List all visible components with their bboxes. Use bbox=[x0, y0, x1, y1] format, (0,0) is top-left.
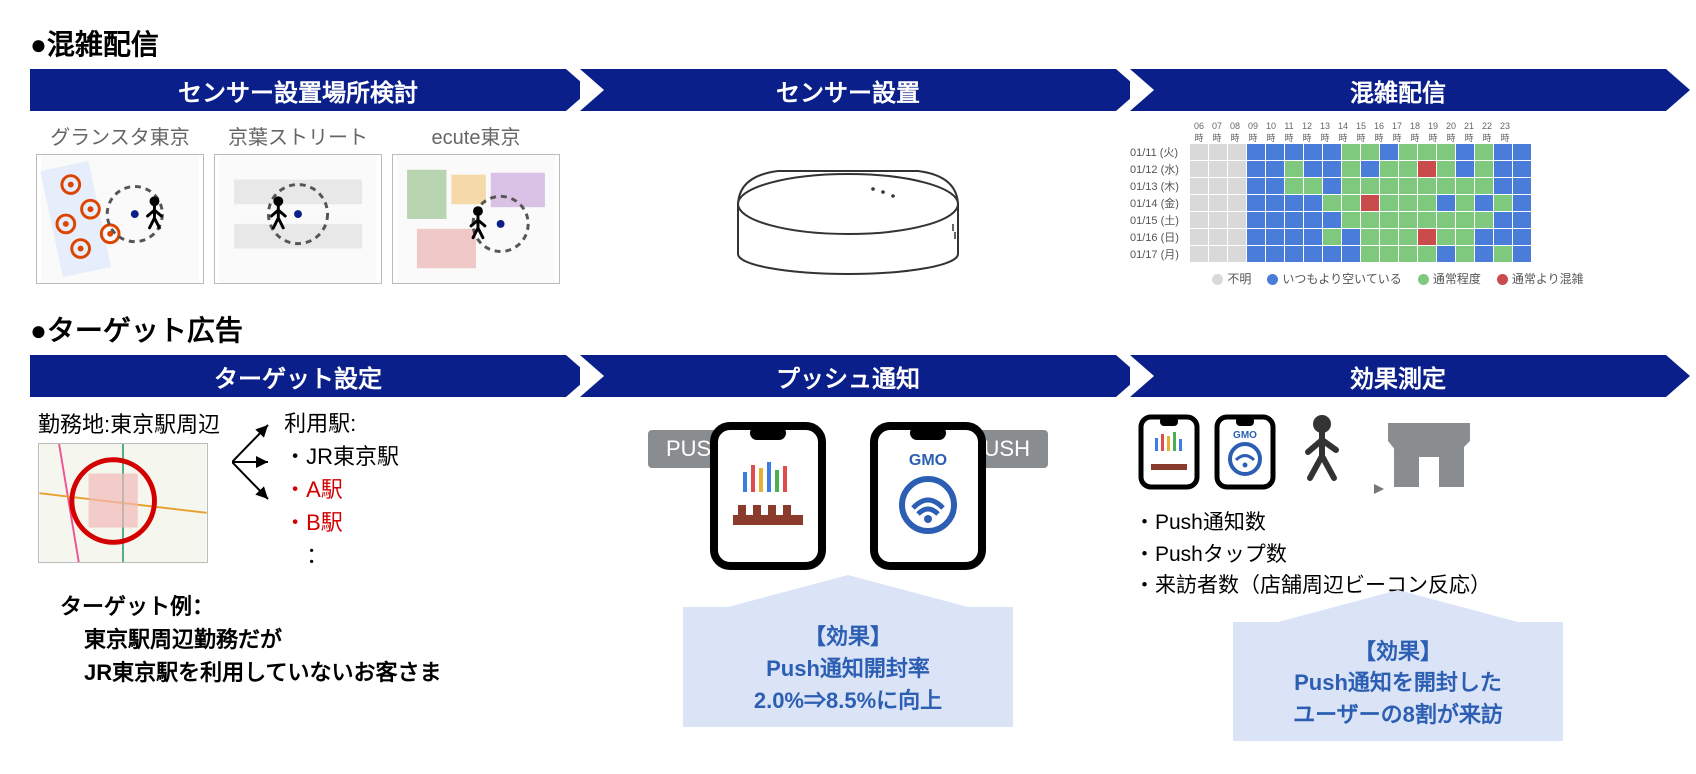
heatmap-row: 01/16 (日) bbox=[1130, 229, 1666, 245]
heatmap-row: 01/14 (金) bbox=[1130, 195, 1666, 211]
heatmap-row: 01/15 (土) bbox=[1130, 212, 1666, 228]
svg-text:GMO: GMO bbox=[1233, 430, 1257, 441]
section2-title: ●ターゲット広告 bbox=[30, 309, 1666, 349]
banner-target-setting: ターゲット設定 bbox=[30, 355, 566, 397]
banner-push: プッシュ通知 bbox=[580, 355, 1116, 397]
banner-sensor-location: センサー設置場所検討 bbox=[30, 69, 566, 111]
banner-congestion: 混雑配信 bbox=[1130, 69, 1666, 111]
heatmap-row: 01/17 (月) bbox=[1130, 246, 1666, 262]
map2-icon bbox=[214, 154, 382, 284]
map3-icon bbox=[392, 154, 560, 284]
store-icon bbox=[1374, 407, 1474, 497]
svg-text:GMO: GMO bbox=[909, 452, 947, 469]
phone-app-icon bbox=[708, 420, 828, 570]
section2-row: ターゲット設定 勤務地:東京駅周辺 bbox=[30, 355, 1666, 741]
arrows-icon bbox=[232, 407, 272, 517]
mini-phone-gmo-icon: GMO bbox=[1214, 414, 1276, 490]
stations-header: 利用駅: bbox=[284, 407, 399, 440]
heatmap-row: 01/13 (木) bbox=[1130, 178, 1666, 194]
person-walking-icon bbox=[1290, 412, 1360, 492]
section1-row: センサー設置場所検討 グランスタ東京 京葉ストリート bbox=[30, 69, 1666, 301]
sensor-device-icon bbox=[718, 136, 978, 286]
target-example: ターゲット例： 東京駅周辺勤務だが JR東京駅を利用していないお客さま bbox=[30, 590, 566, 689]
heatmap-panel: 06時07時08時09時10時11時12時13時14時15時16時17時18時1… bbox=[1130, 121, 1666, 301]
heatmap-row: 01/11 (火) bbox=[1130, 144, 1666, 160]
banner-sensor-install: センサー設置 bbox=[580, 69, 1116, 111]
work-label: 勤務地:東京駅周辺 bbox=[38, 407, 220, 439]
map2-label: 京葉ストリート bbox=[214, 121, 382, 150]
map1-label: グランスタ東京 bbox=[36, 121, 204, 150]
banner-measure: 効果測定 bbox=[1130, 355, 1666, 397]
heatmap-row: 01/12 (水) bbox=[1130, 161, 1666, 177]
map3-label: ecute東京 bbox=[392, 121, 560, 150]
phone-gmo-icon: GMO bbox=[868, 420, 988, 570]
sensor-device-panel bbox=[580, 121, 1116, 301]
target-panel: 勤務地:東京駅周辺 bbox=[30, 407, 566, 689]
effect-card-visit: 【効果】 Push通知を開封した ユーザーの8割が来訪 bbox=[1233, 622, 1563, 742]
maps-panel: グランスタ東京 京葉ストリート bbox=[30, 121, 566, 301]
phones-panel: PUSH PUSH GMO bbox=[580, 407, 1116, 587]
map1-icon bbox=[36, 154, 204, 284]
target-map-icon bbox=[38, 443, 208, 563]
mini-phone-app-icon bbox=[1138, 414, 1200, 490]
section1-title: ●混雑配信 bbox=[30, 23, 1666, 63]
metrics-panel: GMO ・Push通知数・Pushタップ数 bbox=[1130, 407, 1666, 602]
effect-card-push: 【効果】 Push通知開封率 2.0%⇒8.5%に向上 bbox=[683, 607, 1013, 727]
stations-list: 利用駅: ・JR東京駅・A駅・B駅 ： bbox=[284, 407, 399, 572]
